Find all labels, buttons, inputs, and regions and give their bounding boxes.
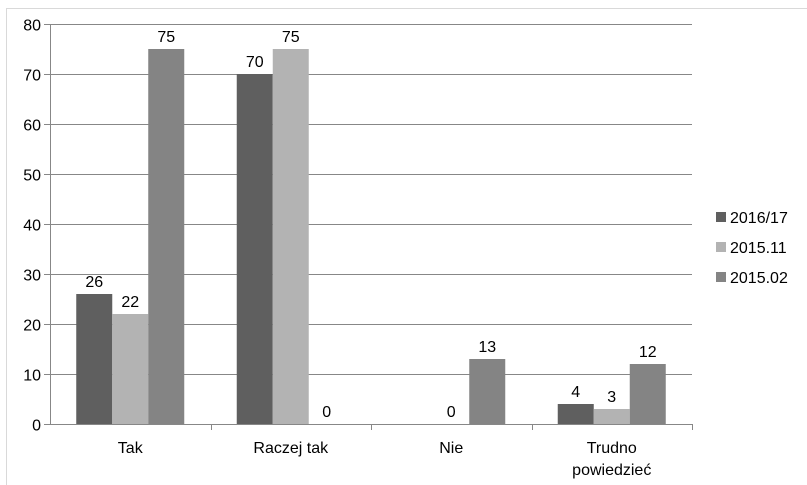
data-label: 75 xyxy=(157,29,175,46)
y-tick-label: 10 xyxy=(23,368,41,385)
y-tick-label: 20 xyxy=(23,318,41,335)
y-tick-label: 0 xyxy=(32,418,41,435)
y-tick-label: 30 xyxy=(23,268,41,285)
data-label: 22 xyxy=(121,294,139,311)
bar xyxy=(557,404,594,424)
data-label: 13 xyxy=(478,339,496,356)
bar xyxy=(112,314,149,424)
y-tick-label: 60 xyxy=(23,118,41,135)
x-tick-label: powiedzieć xyxy=(572,462,651,479)
legend-swatch xyxy=(716,212,726,222)
data-label: 12 xyxy=(639,344,657,361)
x-tick-label: Trudno xyxy=(587,440,637,457)
y-tick-label: 40 xyxy=(23,218,41,235)
data-label: 0 xyxy=(322,404,331,421)
y-tick-label: 70 xyxy=(23,68,41,85)
legend-swatch xyxy=(716,242,726,252)
legend-label: 2015.02 xyxy=(730,270,788,287)
labels: 26 22 75 70 75 0 0 13 4 3 12 xyxy=(85,29,656,421)
data-label: 70 xyxy=(246,54,264,71)
data-label: 4 xyxy=(571,384,580,401)
legend-label: 2015.11 xyxy=(730,240,787,257)
bar xyxy=(469,359,506,424)
x-tick-label: Nie xyxy=(439,440,463,457)
data-label: 75 xyxy=(282,29,300,46)
bars xyxy=(76,49,666,424)
y-tick-label: 50 xyxy=(23,168,41,185)
data-label: 26 xyxy=(85,274,103,291)
bar xyxy=(236,74,273,424)
x-tick-label: Tak xyxy=(118,440,144,457)
bar xyxy=(76,294,113,424)
bar xyxy=(272,49,309,424)
x-tick-label: Raczej tak xyxy=(253,440,329,457)
y-tick-label: 80 xyxy=(23,18,41,35)
bar xyxy=(593,409,630,424)
legend-label: 2016/17 xyxy=(730,210,788,227)
legend: 2016/17 2015.11 2015.02 xyxy=(716,210,788,287)
bar xyxy=(629,364,666,424)
legend-swatch xyxy=(716,272,726,282)
data-label: 0 xyxy=(447,404,456,421)
data-label: 3 xyxy=(607,389,616,406)
bar xyxy=(148,49,185,424)
